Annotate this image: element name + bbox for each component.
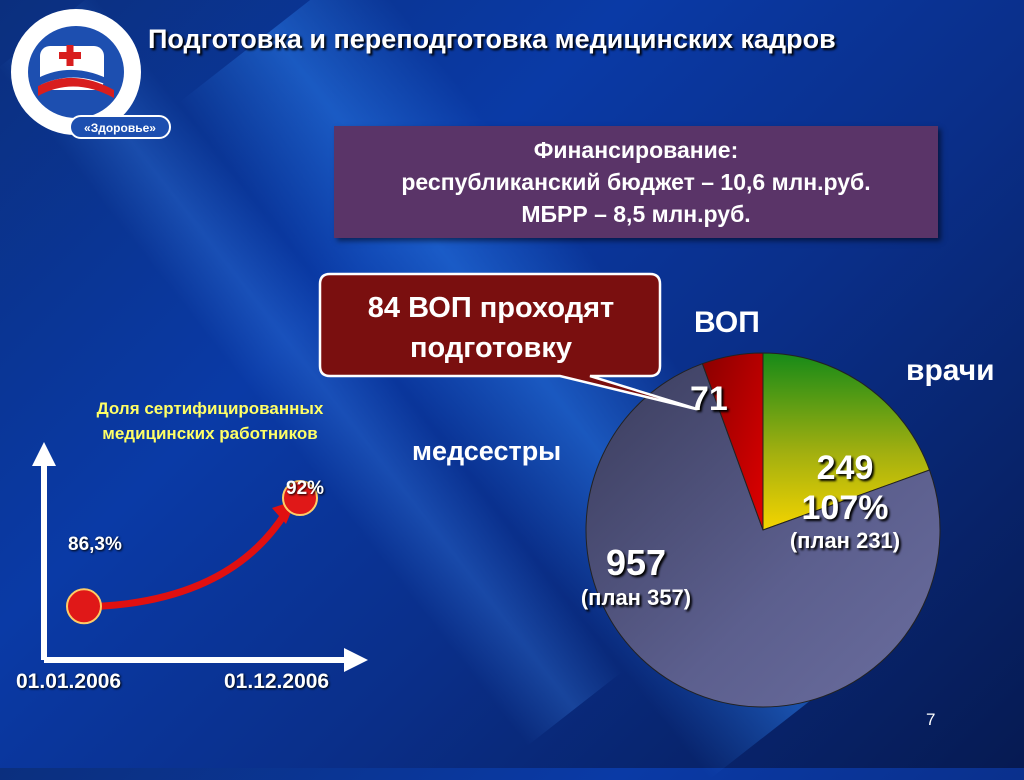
- financing-republic-budget: республиканский бюджет – 10,6 млн.руб.: [401, 169, 871, 195]
- pie-value-vop: 71: [690, 380, 728, 418]
- svg-text:«Здоровье»: «Здоровье»: [84, 121, 156, 135]
- pie-label-vrachi: врачи: [906, 354, 995, 387]
- national-project-logo: «Здоровье»: [11, 9, 171, 139]
- cert-date-start: 01.01.2006: [16, 670, 122, 693]
- callout-text: 84 ВОП проходят подготовку: [322, 288, 660, 368]
- pie-label-vop: ВОП: [694, 306, 760, 339]
- pie-value-vrachi: 249: [816, 449, 874, 487]
- financing-heading: Финансирование:: [533, 137, 739, 163]
- cert-point-start: [66, 588, 102, 625]
- financing-box: Финансирование: республиканский бюджет –…: [334, 126, 938, 238]
- cert-chart-title: Доля сертифицированных медицинских работ…: [30, 396, 390, 446]
- cert-arrow-head: [272, 500, 296, 524]
- callout-line1: 84 ВОП проходят: [367, 292, 615, 324]
- pie-value-medsestry: 957: [605, 542, 667, 583]
- page-number: 7: [926, 710, 936, 729]
- cert-chart-title-line2: медицинских работников: [102, 424, 318, 443]
- cert-date-end: 01.12.2006: [224, 670, 330, 693]
- pie-value-vrachi-group: 249 107% (план 231): [780, 448, 910, 554]
- pie-value-vrachi-plan: (план 231): [789, 528, 901, 553]
- cert-value-start: 86,3%: [68, 534, 122, 555]
- cert-chart-title-line1: Доля сертифицированных: [96, 399, 324, 418]
- cert-trend-arrow: [99, 510, 289, 610]
- cert-value-end: 92%: [286, 478, 325, 499]
- financing-mbrr: МБРР – 8,5 млн.руб.: [521, 201, 751, 227]
- slide-title: Подготовка и переподготовка медицинских …: [148, 24, 836, 54]
- pie-label-medsestry: медсестры: [412, 436, 562, 466]
- pie-value-vrachi-pct: 107%: [801, 489, 889, 527]
- pie-value-medsestry-group: 957 (план 357): [566, 542, 706, 612]
- callout-line2: подготовку: [410, 332, 572, 364]
- pie-value-medsestry-plan: (план 357): [580, 585, 692, 610]
